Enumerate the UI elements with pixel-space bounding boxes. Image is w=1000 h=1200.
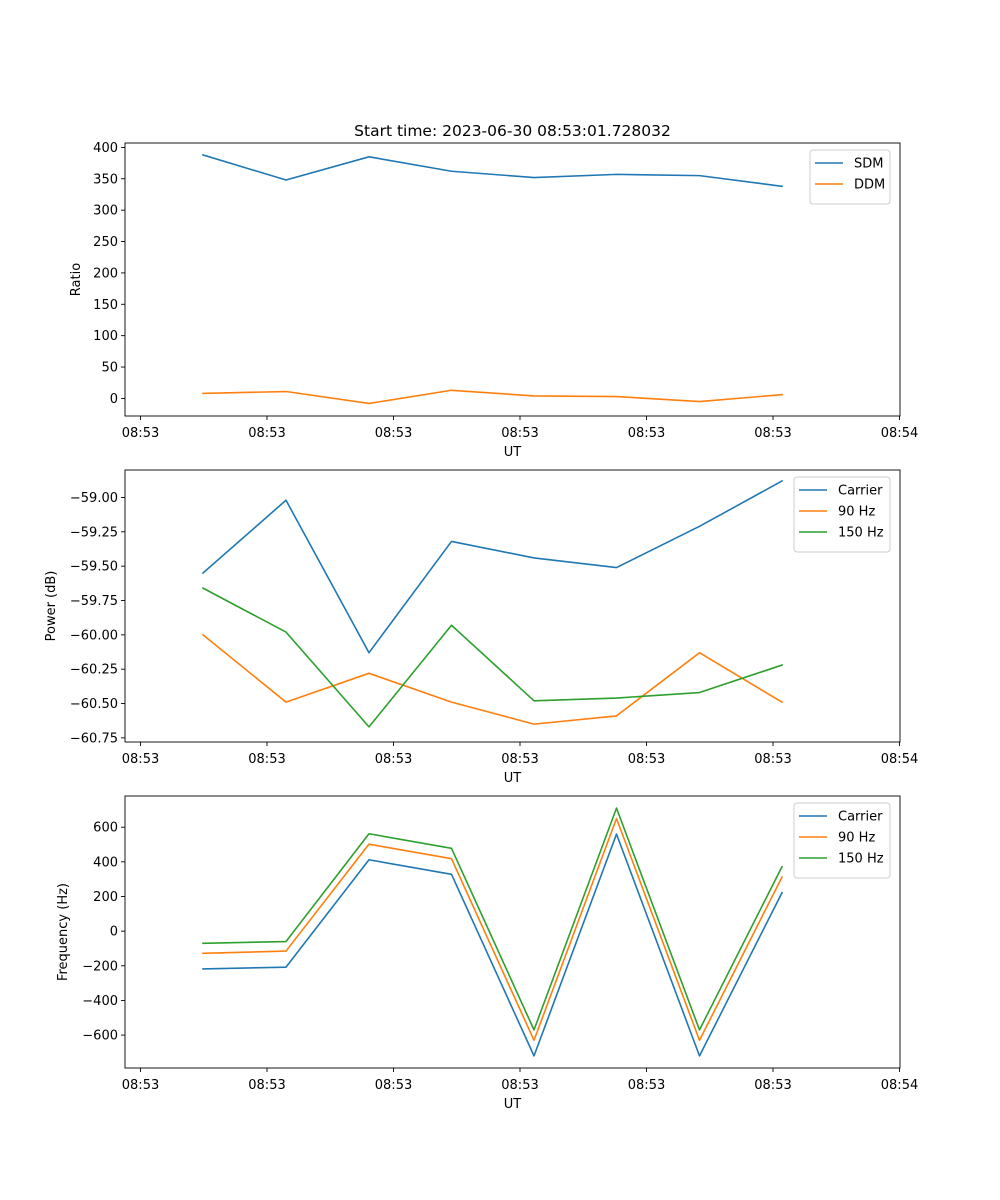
legend-box <box>793 802 891 879</box>
y-tick-label: −60.50 <box>70 697 118 712</box>
y-tick-label: 0 <box>110 392 118 407</box>
y-tick-label: −60.00 <box>70 628 118 643</box>
y-tick-label: −59.50 <box>70 560 118 575</box>
y-tick-label: −60.25 <box>70 663 118 678</box>
x-tick-label: 08:54 <box>881 426 918 441</box>
x-tick-label: 08:53 <box>122 752 159 767</box>
subplot-1: 0 50 100 150 200 250 300 350 400 08:53 08:53 08:53 0… <box>69 122 918 460</box>
y-tick-label: 150 <box>93 298 118 313</box>
legend: Carrier 90 Hz 150 Hz <box>793 476 891 553</box>
x-tick-label: 08:53 <box>628 752 665 767</box>
y-tick-label: 50 <box>101 361 118 376</box>
y-tick-label: −59.00 <box>70 491 118 506</box>
x-axis-label: UT <box>504 771 522 786</box>
x-axis-label: UT <box>504 445 522 460</box>
x-tick-label: 08:53 <box>248 426 285 441</box>
x-tick-label: 08:53 <box>375 426 412 441</box>
legend-label: SDM <box>854 157 883 172</box>
chart-title: Start time: 2023-06-30 08:53:01.728032 <box>354 122 671 140</box>
series-line-150-hz <box>202 807 784 1031</box>
x-tick-label: 08:53 <box>122 426 159 441</box>
x-tick-label: 08:53 <box>754 1078 791 1093</box>
y-tick-label: 400 <box>93 141 118 156</box>
subplot-2: −60.75 −60.50 −60.25 −60.00 −59.75 −59.50 −59.… <box>44 469 918 786</box>
y-tick-label: 200 <box>93 890 118 905</box>
series-line-150-hz <box>201 587 784 728</box>
y-axis-label: Power (dB) <box>44 571 59 642</box>
x-tick-label: 08:54 <box>881 1078 918 1093</box>
legend-box <box>793 476 891 553</box>
legend-label: 150 Hz <box>838 526 884 541</box>
plot-frame <box>124 142 901 417</box>
legend-label: Carrier <box>838 484 883 499</box>
y-tick-label: 100 <box>93 329 118 344</box>
y-tick-label: −59.25 <box>70 525 118 540</box>
series-line-sdm <box>202 153 783 188</box>
y-tick-label: 250 <box>93 235 118 250</box>
y-tick-label: −600 <box>82 1029 118 1044</box>
legend-label: DDM <box>854 178 885 193</box>
plot-frame <box>124 795 901 1069</box>
x-tick-label: 08:53 <box>248 752 285 767</box>
series-line-90-hz <box>201 633 784 725</box>
x-tick-label: 08:53 <box>375 1078 412 1093</box>
series-line-ddm <box>202 389 783 405</box>
x-axis-label: UT <box>504 1097 522 1112</box>
plot-frame <box>124 469 901 743</box>
x-tick-label: 08:53 <box>375 752 412 767</box>
x-tick-label: 08:53 <box>501 1078 538 1093</box>
y-axis-label: Ratio <box>69 263 84 296</box>
y-tick-label: −400 <box>82 994 118 1009</box>
x-tick-label: 08:54 <box>881 752 918 767</box>
y-tick-label: 0 <box>110 925 118 940</box>
legend-label: Carrier <box>838 810 883 825</box>
x-tick-label: 08:53 <box>122 1078 159 1093</box>
x-tick-label: 08:53 <box>501 426 538 441</box>
series-line-carrier <box>202 833 784 1057</box>
x-tick-label: 08:53 <box>501 752 538 767</box>
y-tick-label: −60.75 <box>70 731 118 746</box>
series-line-90-hz <box>202 817 784 1042</box>
subplot-3: −600 −400 −200 0 200 400 600 08:53 08:53 08:53 08:… <box>56 795 918 1112</box>
y-tick-label: −59.75 <box>70 594 118 609</box>
y-tick-label: 350 <box>93 172 118 187</box>
legend-label: 150 Hz <box>838 852 884 867</box>
legend-label: 90 Hz <box>838 505 875 520</box>
y-tick-label: 400 <box>93 855 118 870</box>
y-tick-label: 600 <box>93 821 118 836</box>
x-tick-label: 08:53 <box>628 1078 665 1093</box>
y-tick-label: 300 <box>93 204 118 219</box>
legend: Carrier 90 Hz 150 Hz <box>793 802 891 879</box>
x-tick-label: 08:53 <box>754 752 791 767</box>
legend: SDM DDM <box>809 149 891 205</box>
legend-label: 90 Hz <box>838 831 875 846</box>
y-tick-label: −200 <box>82 959 118 974</box>
x-tick-label: 08:53 <box>754 426 791 441</box>
series-line-carrier <box>201 479 784 654</box>
y-tick-label: 200 <box>93 266 118 281</box>
x-tick-label: 08:53 <box>628 426 665 441</box>
y-axis-label: Frequency (Hz) <box>56 883 71 981</box>
x-tick-label: 08:53 <box>248 1078 285 1093</box>
